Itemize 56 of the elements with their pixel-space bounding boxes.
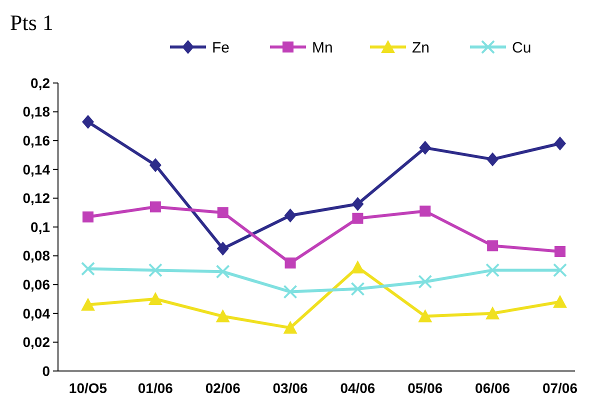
point (420, 206, 431, 217)
point (82, 114, 94, 129)
y-tick-label: 0,04 (22, 305, 50, 322)
point (148, 263, 162, 278)
x-tick-label: 10/O5 (68, 380, 108, 396)
point (418, 309, 432, 322)
point (283, 284, 298, 299)
point (82, 211, 94, 222)
y-tick-label: 0,18 (22, 104, 50, 120)
point (352, 212, 364, 224)
point (149, 158, 162, 172)
y-tick-label: 0,2 (30, 74, 50, 91)
point (350, 282, 365, 296)
x-tick-label: 04/06 (340, 380, 376, 396)
legend-label: Cu (512, 39, 532, 56)
point (148, 292, 162, 305)
point (486, 152, 499, 166)
point (216, 242, 229, 256)
y-tick-label: 0,14 (22, 161, 50, 178)
legend-label: Fe (212, 39, 230, 56)
point (284, 258, 296, 268)
point (486, 263, 500, 278)
x-tick-label: 05/06 (408, 380, 443, 396)
x-tick-label: 02/06 (205, 380, 241, 396)
point (553, 263, 567, 278)
legend-label: Zn (412, 39, 430, 56)
y-tick-label: 0,02 (22, 334, 50, 350)
y-tick-label: 0,16 (22, 132, 50, 148)
point (418, 274, 432, 289)
point (554, 246, 566, 257)
y-tick-label: 0,06 (22, 276, 50, 292)
y-tick-label: 0,12 (22, 190, 50, 206)
chart-title: Pts 1 (10, 10, 54, 35)
point (487, 240, 498, 252)
y-tick-label: 0,08 (22, 248, 50, 264)
point (216, 309, 230, 322)
y-tick-label: 0 (42, 362, 50, 379)
point (553, 294, 567, 308)
point (283, 320, 298, 334)
x-tick-label: 03/06 (272, 380, 308, 396)
x-tick-label: 06/06 (475, 380, 510, 396)
point (350, 260, 365, 274)
y-tick-label: 0,1 (30, 218, 50, 235)
point (419, 140, 432, 155)
point (150, 201, 161, 212)
point (486, 306, 500, 320)
x-tick-label: 07/06 (542, 380, 578, 396)
point (81, 262, 95, 276)
point (284, 208, 296, 222)
legend-label: Mn (312, 39, 333, 56)
point (216, 264, 230, 279)
point (81, 298, 95, 311)
point (554, 136, 566, 150)
point (217, 207, 228, 218)
x-tick-label: 01/06 (138, 380, 174, 396)
point (352, 196, 364, 211)
